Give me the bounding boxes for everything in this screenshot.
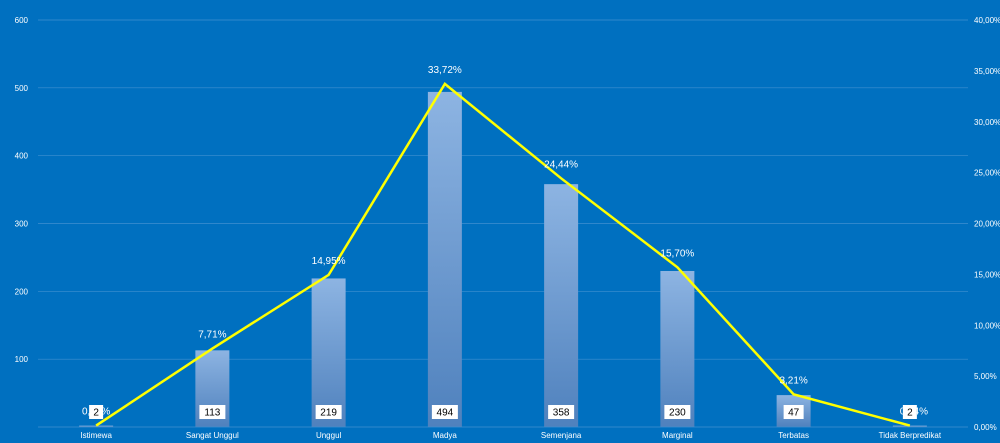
y-left-tick: 600 xyxy=(15,16,29,25)
x-tick-label: Marginal xyxy=(662,431,693,440)
count-label-box xyxy=(902,405,917,419)
y-right-tick: 30,00% xyxy=(974,118,1000,127)
y-left-tick: 100 xyxy=(15,355,29,364)
x-tick-label: Tidak Berpredikat xyxy=(879,431,942,440)
count-label: 2 xyxy=(907,408,913,419)
y-left-tick: 200 xyxy=(15,287,29,296)
count-label-box xyxy=(199,405,226,419)
count-label: 494 xyxy=(437,408,454,419)
y-left-tick: 300 xyxy=(15,220,29,229)
percent-label: 24,44% xyxy=(544,159,578,170)
percent-label: 3,21% xyxy=(779,375,807,386)
y-left-tick: 400 xyxy=(15,152,29,161)
bar xyxy=(79,425,114,427)
x-tick-label: Sangat Unggul xyxy=(186,431,239,440)
x-tick-label: Unggul xyxy=(316,431,342,440)
count-label: 230 xyxy=(669,408,686,419)
percent-label: 7,71% xyxy=(198,330,226,341)
y-right-tick: 15,00% xyxy=(974,270,1000,279)
bar xyxy=(544,184,579,427)
axes: 100 200 300 400 500 600 0,00% 5,00% 10,00% 15,00%… xyxy=(15,16,1000,440)
count-label-box xyxy=(548,405,575,419)
bar xyxy=(427,91,462,428)
x-tick-label: Semenjana xyxy=(541,431,582,440)
x-tick-label: Madya xyxy=(433,431,458,440)
count-label-box xyxy=(783,405,804,419)
y-right-tick: 40,00% xyxy=(974,16,1000,25)
count-label: 2 xyxy=(93,408,99,419)
count-label-box xyxy=(315,405,342,419)
count-label-box xyxy=(431,405,458,419)
y-right-tick: 0,00% xyxy=(974,423,997,432)
percentage-line-path xyxy=(95,82,911,427)
bar xyxy=(892,425,927,427)
count-label: 358 xyxy=(553,408,570,419)
percent-label: 33,72% xyxy=(428,65,462,76)
x-tick-label: Terbatas xyxy=(778,431,809,440)
y-left-tick: 500 xyxy=(15,84,29,93)
y-right-tick: 5,00% xyxy=(974,372,997,381)
y-right-tick: 35,00% xyxy=(974,67,1000,76)
count-label: 113 xyxy=(204,408,220,419)
data-labels: 0,14%7,71%14,95%33,72%24,44%15,70%3,21%0… xyxy=(82,65,928,419)
y-right-tick: 25,00% xyxy=(974,169,1000,178)
y-right-tick: 10,00% xyxy=(974,321,1000,330)
bar xyxy=(660,270,695,427)
x-tick-label: Istimewa xyxy=(80,431,112,440)
percentage-line xyxy=(95,82,911,427)
count-label: 219 xyxy=(320,408,337,419)
count-label: 47 xyxy=(788,408,800,419)
bar xyxy=(311,278,346,427)
y-right-tick: 20,00% xyxy=(974,220,1000,229)
gridlines xyxy=(38,19,968,360)
percent-label: 15,70% xyxy=(660,248,694,259)
percent-label: 14,95% xyxy=(312,256,346,267)
count-label-box xyxy=(664,405,691,419)
count-label-box xyxy=(89,405,104,419)
